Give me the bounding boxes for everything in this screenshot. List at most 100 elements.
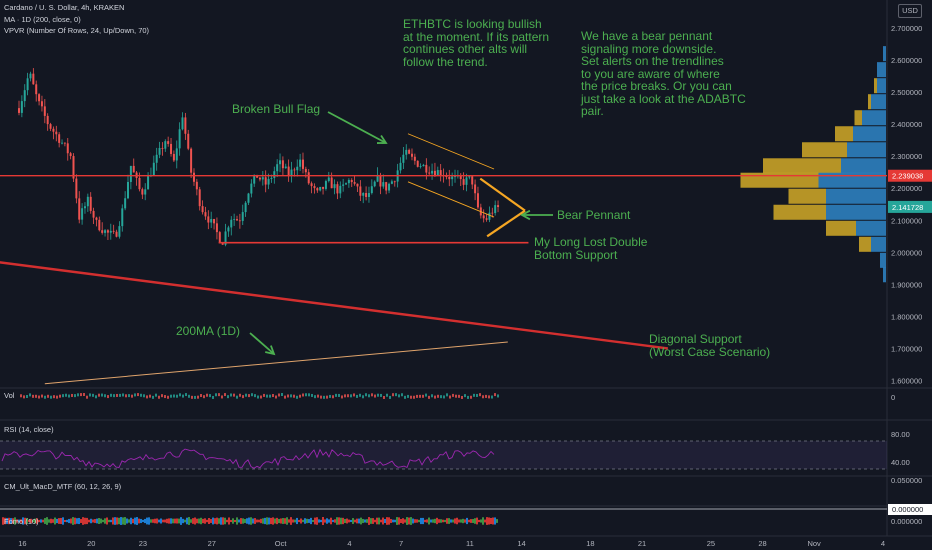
candle-body	[72, 156, 75, 179]
y-tick-label: 2.400000	[891, 120, 922, 129]
fomo-bar	[184, 519, 186, 523]
volume-bar	[278, 393, 280, 397]
fomo-bar	[400, 519, 402, 523]
fomo-bar	[332, 519, 334, 523]
fomo-bar	[340, 517, 342, 525]
candle-body	[299, 159, 302, 167]
fomo-bar	[16, 519, 18, 523]
fomo-bar	[144, 518, 146, 524]
fomo-pane-label[interactable]: Fomo (10)	[4, 517, 39, 526]
candle-body	[187, 133, 190, 149]
volume-bar	[437, 394, 439, 398]
candle-body	[247, 193, 250, 203]
candle-body	[18, 108, 20, 113]
vpvr-indicator-label[interactable]: VPVR (Number Of Rows, 24, Up/Down, 70)	[4, 26, 150, 35]
x-tick-label: 21	[638, 539, 646, 548]
volume-bar	[62, 394, 64, 398]
volume-bar	[308, 393, 310, 397]
fomo-bar	[22, 517, 24, 525]
candle-body	[379, 174, 382, 187]
candle-body	[52, 128, 55, 132]
macd-pane-label[interactable]: CM_Ult_MacD_MTF (60, 12, 26, 9)	[4, 482, 122, 491]
candle-body	[49, 124, 52, 129]
fomo-bar	[12, 518, 14, 524]
volume-bar	[239, 393, 241, 397]
fomo-bar	[32, 519, 34, 523]
volume-bar	[182, 394, 184, 398]
volume-bar	[488, 395, 490, 399]
x-tick-label: 27	[208, 539, 216, 548]
candle-body	[236, 219, 239, 221]
ma200-line	[44, 341, 508, 385]
volume-bar	[116, 393, 118, 397]
fomo-bar	[312, 519, 314, 523]
volume-bar	[173, 394, 175, 398]
volume-bar	[143, 394, 145, 398]
fomo-bar	[166, 518, 168, 524]
fomo-bar	[292, 519, 294, 523]
candle-body	[261, 177, 264, 180]
fomo-bar	[294, 519, 296, 523]
candle-body	[425, 164, 428, 173]
rsi-pane-label[interactable]: RSI (14, close)	[4, 425, 54, 434]
candle-body	[215, 223, 218, 233]
fomo-bar	[138, 518, 140, 524]
fomo-bar	[222, 517, 224, 525]
fomo-bar	[296, 517, 298, 525]
volume-bar	[101, 393, 103, 397]
fomo-bar	[342, 517, 344, 525]
fomo-bar	[140, 518, 142, 524]
volume-bar	[98, 393, 100, 397]
fomo-bar	[106, 517, 108, 525]
volume-bar	[47, 394, 49, 398]
volume-bar	[461, 395, 463, 399]
candle-body	[61, 142, 64, 144]
ma-indicator-label[interactable]: MA · 1D (200, close, 0)	[4, 15, 81, 24]
fomo-bar	[416, 519, 418, 523]
candle-body	[152, 162, 155, 176]
candle-body	[23, 90, 26, 102]
volume-bar	[230, 393, 232, 397]
volume-bar	[305, 393, 307, 397]
candle-body	[233, 219, 236, 220]
vpvr-bar-up	[818, 172, 886, 188]
volume-bar	[29, 393, 31, 397]
candle-body	[476, 193, 479, 208]
volume-bar	[482, 395, 484, 399]
fomo-bar	[116, 517, 118, 525]
fomo-bar	[108, 519, 110, 523]
fomo-bar	[248, 517, 250, 525]
candle-body	[359, 186, 362, 196]
fomo-bar	[274, 518, 276, 524]
fomo-bar	[278, 518, 280, 524]
candle-body	[431, 170, 434, 174]
candle-body	[241, 212, 244, 221]
symbol-title: Cardano / U. S. Dollar, 4h, KRAKEN	[4, 3, 125, 12]
fomo-bar	[104, 518, 106, 524]
volume-bar	[479, 393, 481, 397]
candle-body	[433, 170, 436, 176]
fomo-bar	[330, 517, 332, 525]
vol-pane-label[interactable]: Vol	[4, 391, 15, 400]
volume-bar	[377, 393, 379, 397]
fomo-bar	[344, 518, 346, 524]
volume-bar	[185, 393, 187, 397]
fomo-bar	[110, 519, 112, 523]
fomo-bar	[448, 518, 450, 524]
fomo-bar	[494, 517, 496, 525]
volume-bar	[164, 395, 166, 399]
fomo-bar	[244, 519, 246, 523]
fomo-bar	[476, 517, 478, 525]
candle-body	[221, 242, 224, 245]
currency-button[interactable]: USD	[898, 4, 922, 18]
fomo-bar	[314, 517, 316, 525]
fomo-bar	[216, 517, 218, 525]
fomo-bar	[132, 518, 134, 524]
volume-bar	[212, 395, 214, 399]
fomo-bar	[228, 517, 230, 525]
volume-bar	[227, 395, 229, 399]
candle-body	[413, 156, 416, 161]
fomo-bar	[42, 519, 44, 523]
candle-body	[267, 178, 270, 185]
